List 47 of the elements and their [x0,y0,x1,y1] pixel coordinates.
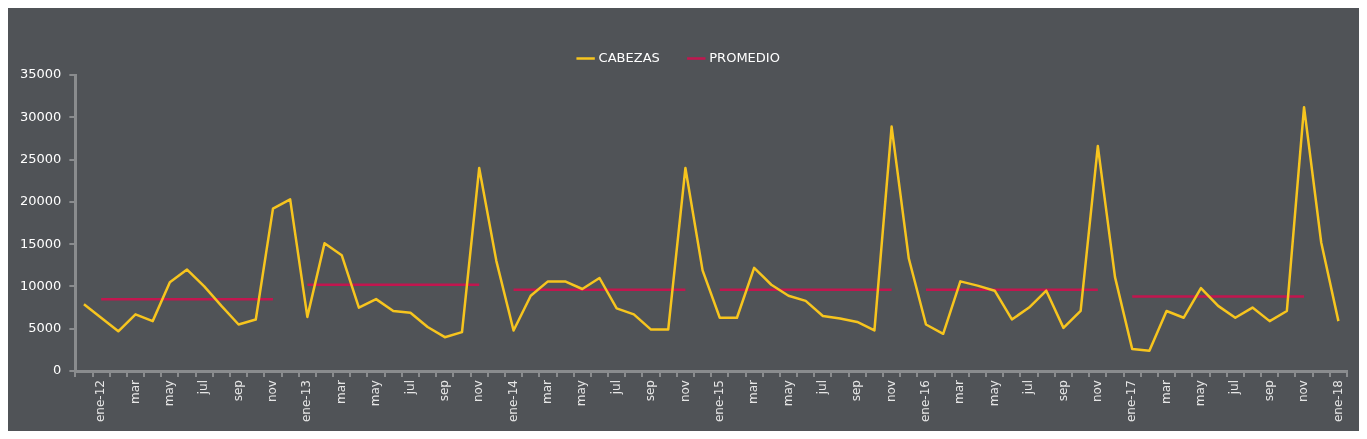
x-tick-label: jul [608,380,623,396]
x-tick-label: mar [746,379,761,405]
x-tick-label: nov [677,380,692,403]
x-tick-label: mar [1158,379,1173,405]
x-tick-label: ene-17 [1124,380,1139,423]
x-tick-label: nov [265,380,280,403]
x-tick-label: ene-18 [1330,380,1345,423]
x-tick-label: ene-15 [711,380,726,423]
x-tick-label: jul [815,380,829,396]
x-tick-label: may [780,380,795,407]
x-tick-label: sep [230,380,245,402]
x-tick-label: nov [883,380,898,403]
y-tick-label: 20000 [20,193,62,209]
x-tick-label: mar [540,379,555,405]
x-tick-label: may [368,380,383,407]
x-tick-label: sep [1055,380,1070,402]
x-tick-label: ene-12 [93,380,108,423]
x-tick-label: nov [1089,380,1104,403]
y-tick-label: 35000 [20,66,62,82]
y-tick-label: 0 [53,362,62,378]
x-tick-label: ene-16 [918,380,933,423]
y-tick-label: 30000 [20,108,62,124]
y-tick-label: 10000 [20,277,62,293]
x-tick-label: mar [333,379,348,405]
x-tick-label: mar [127,379,142,405]
x-tick-label: nov [471,380,486,403]
x-tick-label: may [986,380,1001,407]
x-tick-label: jul [1227,380,1242,396]
x-tick-label: mar [952,379,967,405]
x-tick-label: ene-13 [299,380,314,423]
x-tick-label: jul [402,380,417,396]
y-tick-label: 5000 [28,320,62,336]
x-tick-label: sep [436,380,451,402]
x-tick-label: jul [1021,380,1036,396]
x-tick-label: may [161,380,176,407]
x-tick-label: may [1193,380,1208,407]
x-tick-label: jul [196,380,211,396]
legend-label: PROMEDIO [709,49,780,65]
x-tick-label: ene-14 [505,380,520,423]
x-tick-label: sep [849,380,864,402]
legend-label: CABEZAS [598,49,660,65]
y-tick-label: 25000 [20,150,62,166]
x-tick-label: sep [643,380,658,402]
x-tick-label: nov [1296,380,1311,403]
x-tick-label: sep [1261,380,1276,402]
x-tick-label: may [574,380,589,407]
y-tick-label: 15000 [20,235,62,251]
